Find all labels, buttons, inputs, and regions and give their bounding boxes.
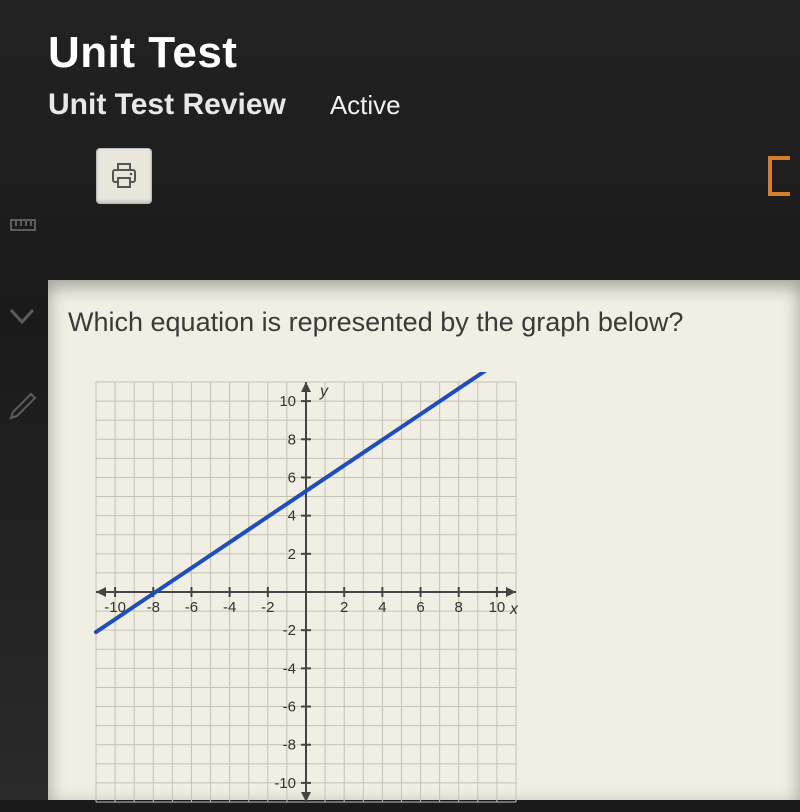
svg-text:-4: -4 <box>223 599 236 616</box>
page-title: Unit Test <box>48 28 800 78</box>
svg-text:8: 8 <box>288 432 296 449</box>
svg-text:-8: -8 <box>147 599 160 616</box>
svg-text:10: 10 <box>489 599 506 616</box>
arrow-down-icon <box>7 300 37 330</box>
question-panel: Which equation is represented by the gra… <box>48 280 800 800</box>
svg-text:2: 2 <box>288 546 296 563</box>
svg-text:x: x <box>509 601 519 618</box>
svg-text:4: 4 <box>288 508 296 525</box>
svg-text:-8: -8 <box>283 737 296 754</box>
svg-text:-4: -4 <box>283 661 296 678</box>
left-rail <box>0 190 44 420</box>
printer-icon <box>109 162 139 190</box>
question-text: Which equation is represented by the gra… <box>68 304 780 340</box>
svg-text:2: 2 <box>340 599 348 616</box>
page-subtitle: Unit Test Review <box>48 88 286 122</box>
header: Unit Test Unit Test Review Active <box>0 0 800 122</box>
svg-text:-6: -6 <box>185 599 198 616</box>
svg-text:y: y <box>319 383 329 400</box>
toolbar <box>0 122 800 204</box>
right-bracket-marker <box>768 156 790 196</box>
status-label: Active <box>330 90 401 121</box>
ruler-icon <box>7 210 37 240</box>
svg-text:-6: -6 <box>283 699 296 716</box>
print-button[interactable] <box>96 148 152 204</box>
coordinate-graph: -10-8-6-4-2246810-10-8-6-4-2246810yx <box>86 372 526 812</box>
pencil-icon <box>7 390 37 420</box>
svg-text:10: 10 <box>279 394 296 411</box>
svg-text:8: 8 <box>455 599 463 616</box>
svg-text:-2: -2 <box>261 599 274 616</box>
svg-text:-10: -10 <box>274 775 296 792</box>
svg-text:6: 6 <box>416 599 424 616</box>
svg-text:-2: -2 <box>283 623 296 640</box>
svg-text:6: 6 <box>288 470 296 487</box>
svg-text:4: 4 <box>378 599 386 616</box>
